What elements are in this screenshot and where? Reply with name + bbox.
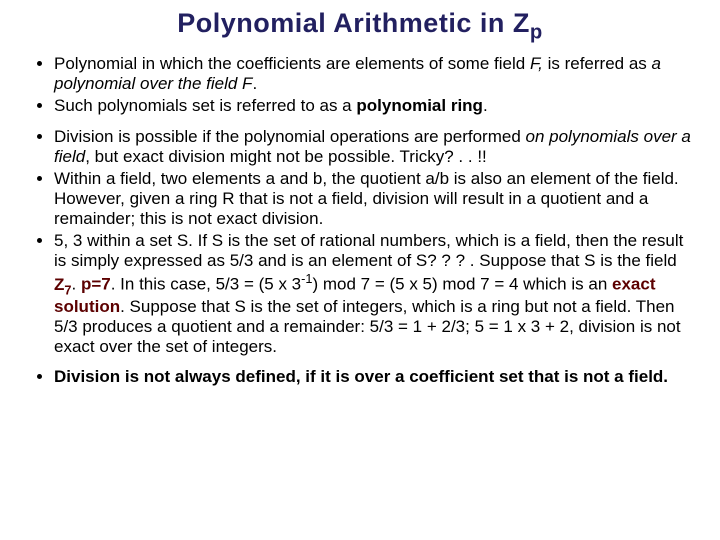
list-item: Polynomial in which the coefficients are… — [54, 54, 692, 94]
title-subscript: p — [530, 21, 543, 43]
text-bold: Division is not always defined, if it is… — [54, 367, 668, 386]
text: . In this case, 5/3 = (5 x 3 — [111, 275, 301, 294]
text-accent: p=7 — [81, 275, 111, 294]
title-text: Polynomial Arithmetic in Z — [177, 8, 530, 38]
text-accent: Z7 — [54, 275, 71, 294]
slide-title: Polynomial Arithmetic in Zp — [28, 8, 692, 44]
text: ) mod 7 = (5 x 5) mod 7 = 4 which is an — [312, 275, 612, 294]
text: is referred as — [543, 54, 652, 73]
bullet-block-3: Division is not always defined, if it is… — [28, 367, 692, 387]
bullet-block-1: Polynomial in which the coefficients are… — [28, 54, 692, 116]
text: . — [71, 275, 80, 294]
text: Division is possible if the polynomial o… — [54, 127, 526, 146]
text: . Suppose that S is the set of integers,… — [54, 297, 681, 356]
text: Within a field, two elements a and b, th… — [54, 169, 679, 228]
list-item: Such polynomials set is referred to as a… — [54, 96, 692, 116]
bullet-block-2: Division is possible if the polynomial o… — [28, 127, 692, 358]
text: . — [252, 74, 257, 93]
list-item: Division is possible if the polynomial o… — [54, 127, 692, 167]
z-symbol: Z — [54, 275, 64, 294]
list-item: Division is not always defined, if it is… — [54, 367, 692, 387]
text: Polynomial in which the coefficients are… — [54, 54, 530, 73]
text: Such polynomials set is referred to as a — [54, 96, 356, 115]
text-italic: F, — [530, 54, 543, 73]
list-item: 5, 3 within a set S. If S is the set of … — [54, 231, 692, 357]
list-item: Within a field, two elements a and b, th… — [54, 169, 692, 229]
text-bold: polynomial ring — [356, 96, 483, 115]
text-superscript: -1 — [301, 271, 312, 286]
text: . — [483, 96, 488, 115]
text: 5, 3 within a set S. If S is the set of … — [54, 231, 683, 270]
text: , but exact division might not be possib… — [85, 147, 487, 166]
